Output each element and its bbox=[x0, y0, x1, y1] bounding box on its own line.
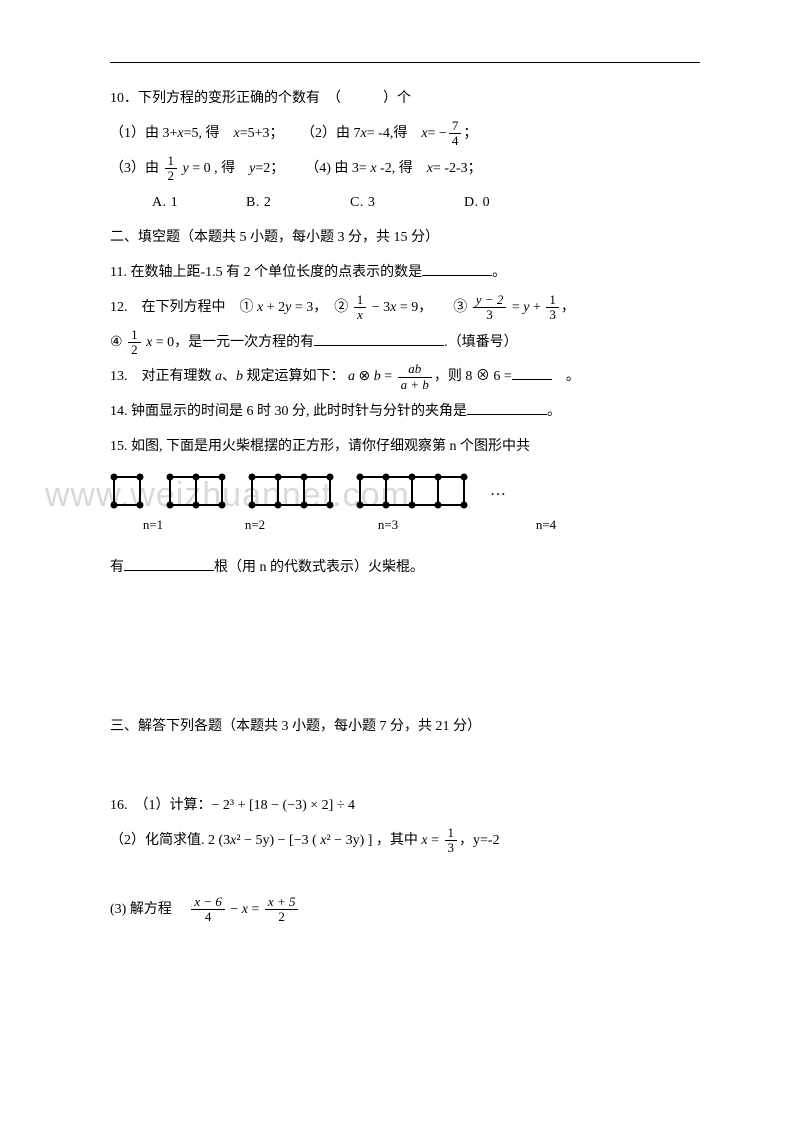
section-2-header: 二、填空题（本题共 5 小题，每小题 3 分，共 15 分） bbox=[110, 223, 700, 254]
q15-captions: n=1n=2n=3n=4 bbox=[110, 511, 700, 540]
q15-stem: 15. 如图, 下面是用火柴棍摆的正方形，请你仔细观察第 n 个图形中共 bbox=[110, 432, 700, 463]
q10-parts-bottom: （3）由 12 y = 0 , 得 y=2； （4) 由 3= x -2, 得 … bbox=[110, 154, 700, 185]
q10-parts-top: （1）由 3+x=5, 得 x=5+3； （2）由 7x= -4,得 x= −7… bbox=[110, 119, 700, 150]
q16-3: (3) 解方程 x − 64 − x = x + 52 bbox=[110, 895, 700, 926]
q16-2: （2）化简求值. 2 (3x² − 5y) − [−3 ( x² − 3y) ]… bbox=[110, 826, 700, 857]
q15-figures: … bbox=[110, 473, 700, 509]
q10-options: A. 1 B. 2 C. 3 D. 0 bbox=[152, 188, 700, 219]
section-3-header: 三、解答下列各题（本题共 3 小题，每小题 7 分，共 21 分） bbox=[110, 712, 700, 743]
q12-bottom: ④ 12 x = 0，是一元一次方程的有.（填番号） bbox=[110, 328, 700, 359]
q11: 11. 在数轴上距-1.5 有 2 个单位长度的点表示的数是。 bbox=[110, 258, 700, 289]
q15-tail: 有根（用 n 的代数式表示）火柴棍。 bbox=[110, 553, 700, 584]
q14: 14. 钟面显示的时间是 6 时 30 分, 此时时针与分针的夹角是。 bbox=[110, 397, 700, 428]
q12-top: 12. 在下列方程中 ① x + 2y = 3， ② 1x − 3x = 9， … bbox=[110, 293, 700, 324]
q10-stem: 10．下列方程的变形正确的个数有 （ ）个 bbox=[110, 84, 700, 115]
q13: 13. 对正有理数 a、b 规定运算如下： a ⊗ b = aba + b，则 … bbox=[110, 362, 700, 393]
q16-1: 16. （1）计算：− 2³ + [18 − (−3) × 2] ÷ 4 bbox=[110, 791, 700, 822]
